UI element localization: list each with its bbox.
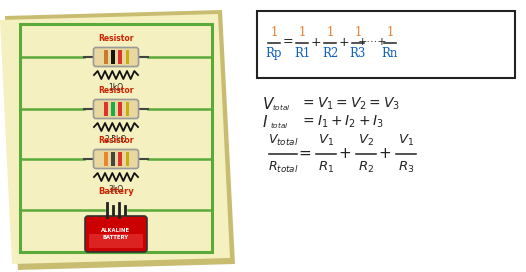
Text: Resistor: Resistor: [98, 86, 134, 95]
FancyBboxPatch shape: [94, 48, 138, 66]
Text: 2.5kΩ: 2.5kΩ: [105, 135, 127, 144]
Text: $V_1$: $V_1$: [398, 133, 414, 148]
Text: R1: R1: [294, 47, 310, 60]
Text: +: +: [311, 36, 321, 48]
Bar: [118, 50, 122, 64]
Text: Rp: Rp: [266, 47, 282, 60]
Polygon shape: [5, 10, 235, 270]
Bar: [126, 102, 129, 116]
Text: $V_{total}$: $V_{total}$: [268, 133, 298, 148]
Text: 1: 1: [298, 26, 306, 39]
Text: $V$: $V$: [262, 96, 275, 112]
Text: 1: 1: [270, 26, 278, 39]
Text: $= V_1 = V_2 = V_3$: $= V_1 = V_2 = V_3$: [300, 96, 400, 112]
Text: $R_3$: $R_3$: [398, 160, 414, 175]
Bar: [20, 24, 212, 252]
Text: 1kΩ: 1kΩ: [108, 83, 124, 92]
Text: $R_{total}$: $R_{total}$: [268, 160, 298, 175]
FancyBboxPatch shape: [94, 150, 138, 168]
Text: R3: R3: [350, 47, 366, 60]
Text: 1: 1: [386, 26, 393, 39]
Text: $_{total}$: $_{total}$: [272, 103, 291, 113]
Text: $V_2$: $V_2$: [358, 133, 374, 148]
Bar: [126, 50, 129, 64]
Bar: [118, 152, 122, 166]
Bar: [104, 152, 108, 166]
Text: Rn: Rn: [382, 47, 398, 60]
Text: $V_1$: $V_1$: [318, 133, 334, 148]
Text: $_{total}$: $_{total}$: [270, 121, 289, 131]
Text: $R_1$: $R_1$: [318, 160, 334, 175]
Bar: [111, 102, 115, 116]
Bar: [111, 50, 115, 64]
Text: =: =: [299, 146, 311, 160]
Bar: [111, 152, 115, 166]
Text: +···+: +···+: [358, 37, 388, 47]
Text: 3kΩ: 3kΩ: [108, 185, 124, 194]
FancyBboxPatch shape: [89, 234, 143, 248]
Bar: [104, 50, 108, 64]
Text: +: +: [339, 146, 351, 160]
Text: Resistor: Resistor: [98, 136, 134, 145]
FancyBboxPatch shape: [85, 216, 147, 252]
Bar: [248, 0, 526, 272]
Text: Resistor: Resistor: [98, 34, 134, 43]
Bar: [104, 102, 108, 116]
Text: Battery: Battery: [98, 187, 134, 196]
FancyBboxPatch shape: [257, 11, 515, 78]
Text: 1: 1: [355, 26, 362, 39]
Text: $I$: $I$: [262, 114, 268, 130]
Text: 1: 1: [326, 26, 333, 39]
Polygon shape: [0, 14, 230, 264]
Text: =: =: [282, 36, 294, 48]
Text: +: +: [379, 146, 391, 160]
Text: ALKALINE
BATTERY: ALKALINE BATTERY: [102, 228, 130, 240]
Bar: [118, 102, 122, 116]
Text: $R_2$: $R_2$: [358, 160, 374, 175]
Bar: [126, 152, 129, 166]
Text: $= I_1 + I_2 + I_3$: $= I_1 + I_2 + I_3$: [300, 114, 384, 130]
FancyBboxPatch shape: [94, 100, 138, 119]
Text: R2: R2: [322, 47, 338, 60]
Text: +: +: [339, 36, 349, 48]
